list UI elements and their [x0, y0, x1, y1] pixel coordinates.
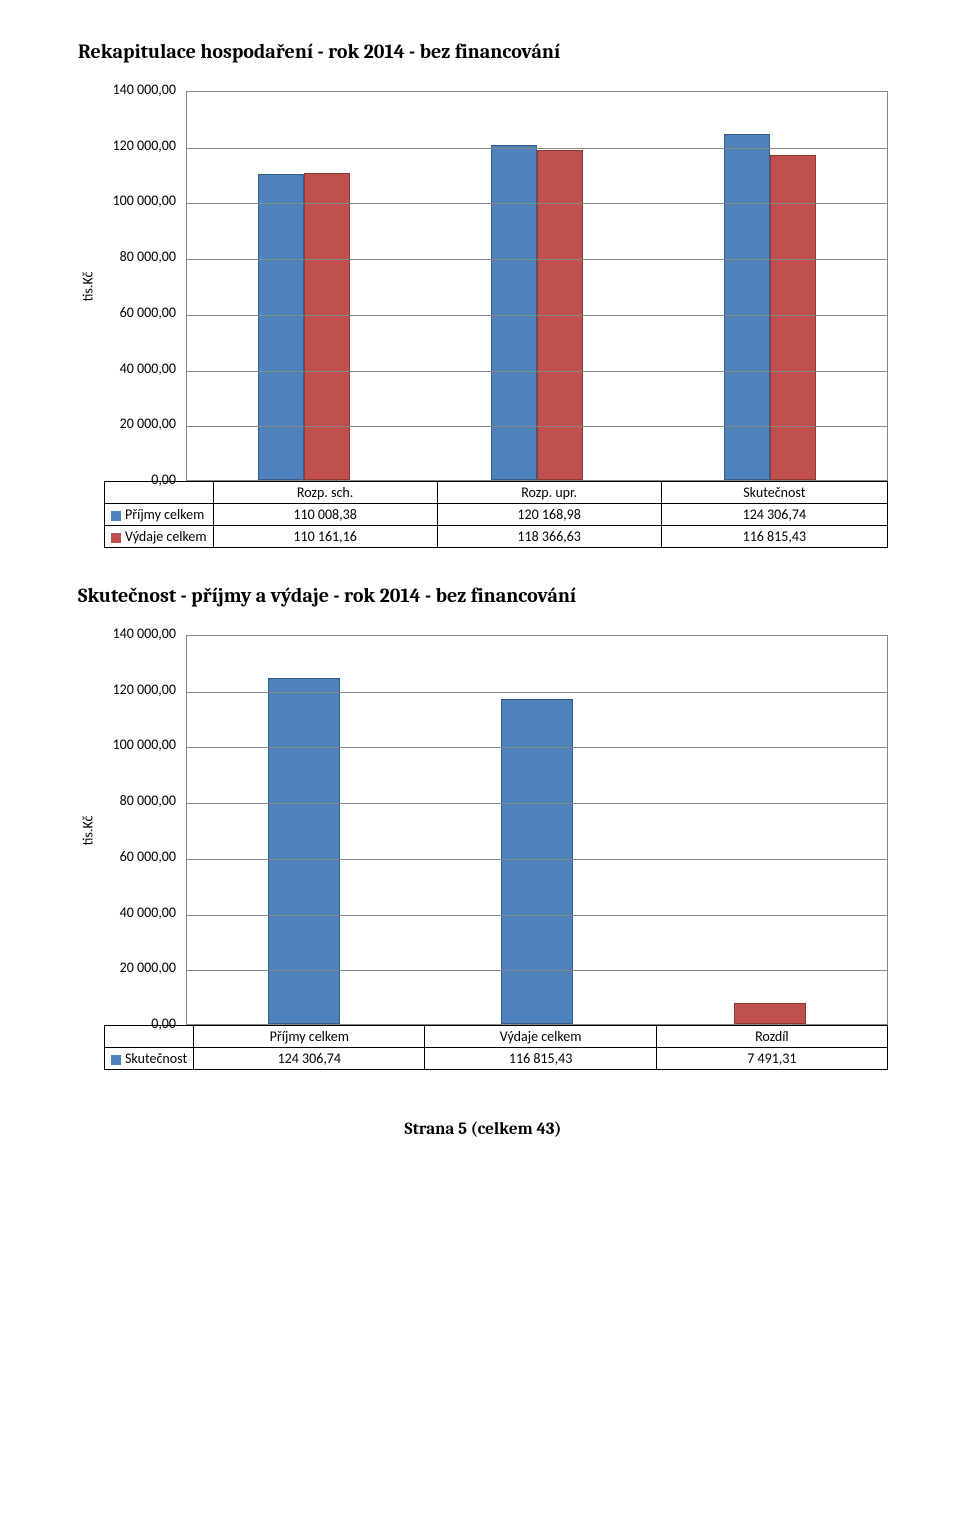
ytick-label: 120 000,00	[113, 683, 176, 697]
chart1-ylabel: tis.Kč	[80, 271, 97, 301]
ytick-label: 80 000,00	[120, 250, 176, 264]
table-col-header: Rozp. sch.	[213, 482, 437, 504]
chart-1: tis.Kč 140 000,00120 000,00100 000,0080 …	[78, 91, 888, 548]
ytick-label: 0,00	[151, 1017, 176, 1031]
chart2-plot	[186, 635, 888, 1025]
chart-2: tis.Kč 140 000,00120 000,00100 000,0080 …	[78, 635, 888, 1070]
ytick-label: 80 000,00	[120, 794, 176, 808]
table-cell: 116 815,43	[425, 1048, 656, 1070]
table-cell: 116 815,43	[661, 526, 887, 548]
chart2-ylabel: tis.Kč	[80, 815, 97, 845]
table-cell: 120 168,98	[437, 504, 661, 526]
bar-group	[654, 92, 887, 480]
table-col-header: Rozdíl	[656, 1026, 887, 1048]
ytick-label: 120 000,00	[113, 139, 176, 153]
bar-group	[187, 636, 420, 1024]
table-col-header: Rozp. upr.	[437, 482, 661, 504]
gridline	[187, 148, 887, 149]
ytick-label: 20 000,00	[120, 961, 176, 975]
gridline	[187, 970, 887, 971]
page-title-2: Skutečnost - příjmy a výdaje - rok 2014 …	[78, 584, 888, 607]
series-name: Skutečnost	[125, 1050, 187, 1067]
chart2-ylabel-col: tis.Kč	[78, 635, 98, 1025]
legend-swatch	[111, 1055, 121, 1065]
bar	[734, 1003, 806, 1024]
bar	[258, 174, 304, 480]
ytick-label: 60 000,00	[120, 850, 176, 864]
chart1-data-table: Rozp. sch.Rozp. upr.Skutečnost Příjmy cel…	[104, 481, 888, 548]
chart1-plot	[186, 91, 888, 481]
ytick-label: 100 000,00	[113, 194, 176, 208]
gridline	[187, 203, 887, 204]
ytick-label: 0,00	[151, 473, 176, 487]
ytick-label: 60 000,00	[120, 306, 176, 320]
bar-group	[187, 92, 420, 480]
gridline	[187, 803, 887, 804]
table-cell: 7 491,31	[656, 1048, 887, 1070]
page-title-1: Rekapitulace hospodaření - rok 2014 - be…	[78, 40, 888, 63]
ytick-label: 100 000,00	[113, 738, 176, 752]
gridline	[187, 315, 887, 316]
chart1-yticks: 140 000,00120 000,00100 000,0080 000,006…	[104, 91, 180, 481]
table-col-header: Skutečnost	[661, 482, 887, 504]
gridline	[187, 692, 887, 693]
chart2-data-table: Příjmy celkemVýdaje celkemRozdíl Skutečno…	[104, 1025, 888, 1070]
table-cell: 110 008,38	[213, 504, 437, 526]
bar	[268, 678, 340, 1024]
bar	[491, 145, 537, 480]
bar-group	[654, 636, 887, 1024]
bar-group	[420, 92, 653, 480]
table-cell: 124 306,74	[194, 1048, 425, 1070]
bar-group	[420, 636, 653, 1024]
legend-swatch	[111, 511, 121, 521]
gridline	[187, 371, 887, 372]
table-cell: 110 161,16	[213, 526, 437, 548]
page-footer: Strana 5 (celkem 43)	[78, 1120, 888, 1139]
chart2-yticks: 140 000,00120 000,00100 000,0080 000,006…	[104, 635, 180, 1025]
bar	[724, 134, 770, 480]
legend-swatch	[111, 533, 121, 543]
ytick-label: 140 000,00	[113, 627, 176, 641]
gridline	[187, 426, 887, 427]
table-col-header: Výdaje celkem	[425, 1026, 656, 1048]
ytick-label: 40 000,00	[120, 362, 176, 376]
gridline	[187, 859, 887, 860]
ytick-label: 140 000,00	[113, 83, 176, 97]
gridline	[187, 915, 887, 916]
table-cell: 118 366,63	[437, 526, 661, 548]
series-name: Výdaje celkem	[125, 528, 207, 545]
gridline	[187, 747, 887, 748]
ytick-label: 40 000,00	[120, 906, 176, 920]
series-name: Příjmy celkem	[125, 506, 204, 523]
table-cell: 124 306,74	[661, 504, 887, 526]
table-col-header: Příjmy celkem	[194, 1026, 425, 1048]
bar	[304, 173, 350, 480]
gridline	[187, 259, 887, 260]
chart1-ylabel-col: tis.Kč	[78, 91, 98, 481]
ytick-label: 20 000,00	[120, 417, 176, 431]
